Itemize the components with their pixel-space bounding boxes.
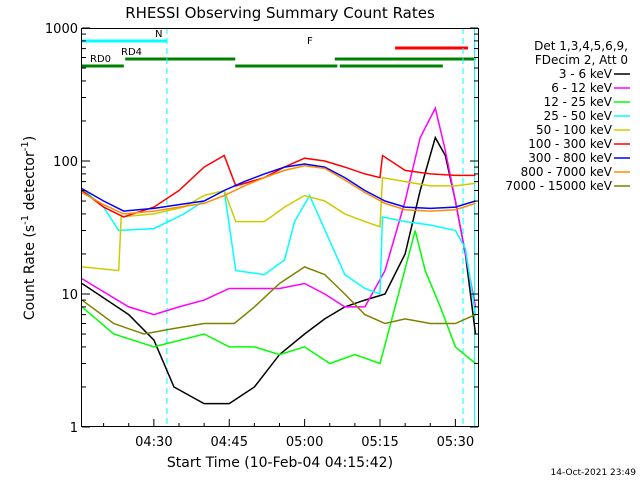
legend-label-0: 3 - 6 keV	[559, 67, 613, 81]
series-group	[82, 105, 477, 405]
y-tick-label-3: 1000	[45, 22, 78, 37]
series-layer	[82, 105, 477, 405]
y-axis-label-mid: detector	[22, 151, 38, 215]
legend-label-5: 100 - 300 keV	[528, 137, 612, 151]
y-tick-label-1: 10	[61, 288, 78, 303]
x-tick-label-3: 05:15	[361, 435, 398, 450]
y-axis-label-sup1: -1	[20, 215, 31, 225]
flag-f-label: F	[307, 36, 313, 47]
legend-label-4: 50 - 100 keV	[536, 123, 613, 137]
x-axis-label: Start Time (10-Feb-04 04:15:42)	[167, 455, 393, 471]
flags-layer: N F RD0 RD4	[82, 28, 476, 427]
legend-label-7: 800 - 7000 keV	[521, 165, 613, 179]
legend-label-8: 7000 - 15000 keV	[505, 179, 612, 193]
legend-label-1: 6 - 12 keV	[551, 81, 613, 95]
plot-frame	[81, 28, 479, 427]
y-tick-label-0: 1	[70, 421, 78, 436]
x-tick-label-2: 05:00	[286, 435, 323, 450]
legend-label-3: 25 - 50 keV	[544, 109, 613, 123]
x-tick-label-4: 05:30	[437, 435, 474, 450]
series-line-6	[82, 163, 476, 212]
flag-rd0-label: RD0	[90, 54, 111, 65]
legend-header-line-2: FDecim 2, Att 0	[535, 53, 628, 67]
series-line-3	[82, 188, 477, 315]
x-tick-label-1: 04:45	[211, 435, 248, 450]
y-axis-label: Count Rate (s-1 detector-1)	[20, 136, 38, 320]
legend: Det 1,3,4,5,6,9, FDecim 2, Att 0 3 - 6 k…	[505, 39, 630, 193]
x-axis: 04:30 04:45 05:00 05:15 05:30	[103, 419, 474, 450]
y-axis: 1 10 100 1000	[45, 22, 478, 436]
series-line-5	[82, 154, 476, 218]
series-line-0	[82, 135, 477, 405]
series-line-4	[82, 176, 476, 272]
series-line-2	[82, 230, 476, 365]
series-line-1	[82, 105, 477, 316]
legend-header-line-1: Det 1,3,4,5,6,9,	[534, 39, 628, 53]
x-tick-label-0: 04:30	[135, 435, 172, 450]
y-axis-label-main: Count Rate (s	[22, 225, 38, 320]
legend-label-2: 12 - 25 keV	[544, 95, 613, 109]
flag-rd4-label: RD4	[121, 47, 142, 58]
series-line-8	[82, 266, 476, 335]
series-line-7	[82, 165, 476, 215]
legend-label-6: 300 - 800 keV	[528, 151, 612, 165]
footer-date: 14-Oct-2021 23:49	[551, 468, 637, 478]
y-axis-label-end: )	[22, 136, 38, 141]
y-axis-label-sup2: -1	[20, 141, 31, 151]
chart-title: RHESSI Observing Summary Count Rates	[125, 4, 435, 22]
y-tick-label-2: 100	[53, 155, 78, 170]
flag-n-label: N	[155, 29, 162, 40]
